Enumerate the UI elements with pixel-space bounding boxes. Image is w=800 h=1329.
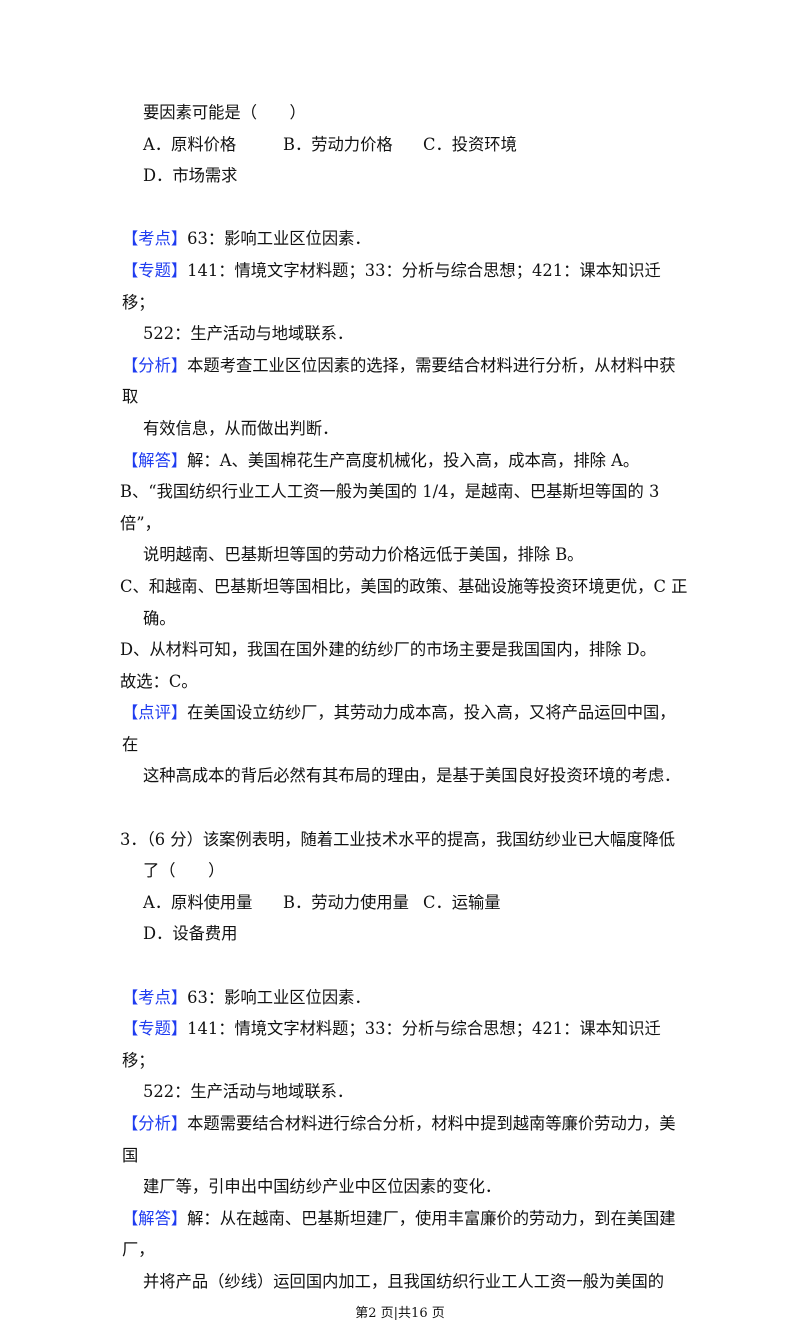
q2-jieda-line: 说明越南、巴基斯坦等国的劳动力价格远低于美国，排除 B。 (143, 545, 584, 565)
q3-choice-d: D．设备费用 (143, 924, 238, 944)
q2-dianping-line2: 这种高成本的背后必然有其布局的理由，是基于美国良好投资环境的考虑． (143, 766, 681, 786)
fenxi-text: 本题需要结合材料进行综合分析，材料中提到越南等廉价劳动力，美国 (122, 1114, 676, 1165)
fenxi-text: 本题考查工业区位因素的选择，需要结合材料进行分析，从材料中获取 (122, 355, 676, 407)
q2-choice-c: C．投资环境 (423, 134, 517, 154)
q3-stem-line2: 了（ ） (143, 861, 225, 881)
q2-choices: A．原料价格 B．劳动力价格 C．投资环境 D．市场需求 (120, 129, 690, 192)
q2-zhuanti-line2: 522：生产活动与地域联系． (143, 324, 354, 344)
jieda-text: 解：从在越南、巴基斯坦建厂，使用丰富廉价的劳动力，到在美国建厂， (122, 1208, 676, 1260)
kaodian-text: 63：影响工业区位因素． (187, 987, 371, 1007)
q2-choice-b: B．劳动力价格 (283, 134, 393, 154)
dianping-tag: 【点评】 (122, 703, 188, 723)
zhuanti-tag: 【专题】 (122, 260, 188, 280)
kaodian-tag: 【考点】 (122, 987, 188, 1007)
q2-choice-a: A．原料价格 (143, 134, 237, 154)
q2-jieda-line: C、和越南、巴基斯坦等国相比，美国的政策、基础设施等投资环境更优，C 正 (120, 576, 688, 596)
spacer (120, 950, 690, 982)
q3-choice-a: A．原料使用量 (143, 892, 253, 912)
q2-jieda: 【解答】解：A、美国棉花生产高度机械化，投入高，成本高，排除 A。 (120, 445, 690, 477)
q3-zhuanti: 【专题】141：情境文字材料题；33：分析与综合思想；421：课本知识迁移； (120, 1013, 690, 1076)
zhuanti-tag: 【专题】 (122, 1019, 188, 1039)
q3-zhuanti-line2: 522：生产活动与地域联系． (143, 1082, 354, 1102)
jieda-tag: 【解答】 (122, 1208, 188, 1228)
q2-zhuanti: 【专题】141：情境文字材料题；33：分析与综合思想；421：课本知识迁移； (120, 255, 690, 318)
spacer (120, 192, 690, 224)
q3-fenxi-line2: 建厂等，引申出中国纺纱产业中区位因素的变化． (143, 1177, 502, 1197)
q3-kaodian: 【考点】63：影响工业区位因素． (120, 982, 690, 1014)
q2-jieda-line: D、从材料可知，我国在国外建的纺纱厂的市场主要是我国国内，排除 D。 (120, 640, 657, 660)
q2-jieda-line: B、“我国纺织行业工人工资一般为美国的 1/4，是越南、巴基斯坦等国的 3 倍”… (120, 482, 660, 533)
kaodian-text: 63：影响工业区位因素． (187, 229, 371, 249)
fenxi-tag: 【分析】 (122, 1114, 188, 1133)
q3-choices: A．原料使用量 B．劳动力使用量 C．运输量 D．设备费用 (120, 887, 690, 950)
q3-stem: 3．（6 分）该案例表明，随着工业技术水平的提高，我国纺纱业已大幅度降低 (120, 829, 676, 849)
fenxi-tag: 【分析】 (122, 355, 188, 375)
q3-jieda-line2: 并将产品（纱线）运回国内加工，且我国纺织行业工人工资一般为美国的 (143, 1271, 665, 1291)
jieda-tag: 【解答】 (122, 450, 188, 470)
zhuanti-text: 141：情境文字材料题；33：分析与综合思想；421：课本知识迁移； (122, 260, 661, 312)
zhuanti-text: 141：情境文字材料题；33：分析与综合思想；421：课本知识迁移； (122, 1019, 661, 1070)
q3-fenxi: 【分析】本题需要结合材料进行综合分析，材料中提到越南等廉价劳动力，美国 (120, 1108, 690, 1171)
page-footer: 第2 页|共16 页 (355, 1305, 445, 1321)
q2-dianping: 【点评】在美国设立纺纱厂，其劳动力成本高，投入高，又将产品运回中国，在 (120, 697, 690, 760)
kaodian-tag: 【考点】 (122, 229, 188, 249)
q3-choice-b: B．劳动力使用量 (283, 892, 409, 912)
q2-kaodian: 【考点】63：影响工业区位因素． (120, 223, 690, 255)
q2-jieda-line: 确。 (143, 608, 176, 628)
dianping-text: 在美国设立纺纱厂，其劳动力成本高，投入高，又将产品运回中国，在 (122, 703, 676, 754)
jieda-text: 解：A、美国棉花生产高度机械化，投入高，成本高，排除 A。 (187, 450, 640, 470)
q2-jieda-line: 故选：C。 (120, 671, 198, 691)
q2-choice-d: D．市场需求 (143, 166, 238, 186)
q2-fenxi-line2: 有效信息，从而做出判断． (143, 418, 339, 438)
spacer (120, 792, 690, 824)
q2-stem: 要因素可能是（ ） (143, 103, 306, 122)
q3-choice-c: C．运输量 (423, 892, 501, 912)
document-page: 要因素可能是（ ） A．原料价格 B．劳动力价格 C．投资环境 D．市场需求 【… (120, 97, 690, 1329)
q2-fenxi: 【分析】本题考查工业区位因素的选择，需要结合材料进行分析，从材料中获取 (120, 350, 690, 413)
q3-jieda: 【解答】解：从在越南、巴基斯坦建厂，使用丰富廉价的劳动力，到在美国建厂， (120, 1203, 690, 1266)
